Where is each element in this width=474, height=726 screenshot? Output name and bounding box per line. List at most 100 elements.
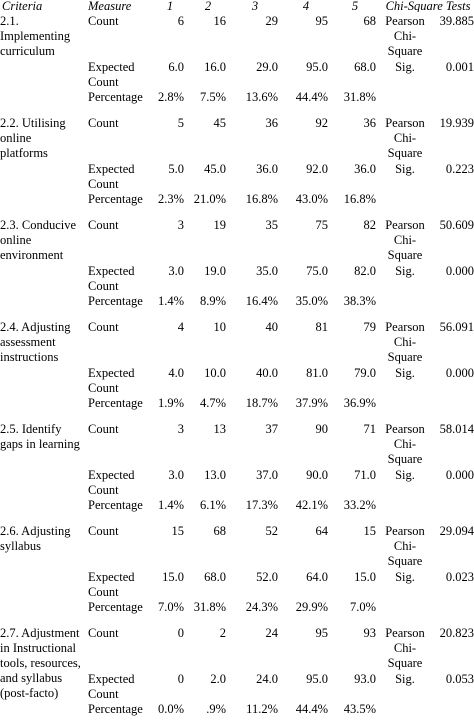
test-value-cell: 0.000	[445, 366, 474, 380]
measure-cell: Count	[88, 116, 119, 130]
table-row: 2.4. Adjusting assessment instructions Co…	[0, 318, 474, 366]
chi-square-header: Chi-Square Tests	[385, 0, 471, 12]
value-cell: 24	[265, 626, 279, 640]
test-value-cell: 58.014	[439, 422, 474, 436]
empty-cell	[432, 702, 474, 726]
value-cell: 29	[265, 14, 279, 28]
empty-cell	[432, 600, 474, 624]
measure-cell: Count	[88, 626, 119, 640]
value-cell: 42.1%	[295, 498, 328, 512]
empty-cell	[380, 600, 432, 624]
measure-cell: Percentage	[88, 294, 143, 308]
test-label-cell: Sig.	[395, 672, 415, 686]
value-cell: 82	[363, 218, 377, 232]
criteria-cell: 2.6. Adjusting syllabus	[0, 524, 71, 553]
measure-cell: Expected Count	[88, 162, 135, 191]
table-row: Percentage 1.4% 8.9% 16.4% 35.0% 38.3%	[0, 294, 474, 318]
table-row: 2.6. Adjusting syllabus Count 15 68 52 64 15 Pe…	[0, 522, 474, 570]
value-cell: 16	[213, 14, 227, 28]
measure-cell: Count	[88, 218, 119, 232]
test-value-cell: 50.609	[439, 218, 474, 232]
value-cell: 1.9%	[157, 396, 184, 410]
value-cell: 7.0%	[349, 600, 376, 614]
test-label-cell: Pearson Chi-Square	[385, 524, 425, 568]
table-row: 2.7. Adjustment in Instructional tools, …	[0, 624, 474, 700]
table-row: Percentage 1.9% 4.7% 18.7% 37.9% 36.9%	[0, 396, 474, 420]
value-cell: 17.3%	[245, 498, 278, 512]
test-value-cell: 0.053	[445, 672, 474, 686]
criteria-cell: 2.2. Utilising online platforms	[0, 116, 66, 160]
test-label-cell: Sig.	[395, 468, 415, 482]
test-value-cell: 39.885	[439, 14, 474, 28]
value-cell: 68	[363, 14, 377, 28]
empty-cell	[432, 396, 474, 420]
value-cell: 4.7%	[199, 396, 226, 410]
measure-cell: Expected Count	[88, 366, 135, 395]
measure-cell: Percentage	[88, 600, 143, 614]
value-cell: 19.0	[204, 264, 226, 278]
value-cell: 10	[213, 320, 227, 334]
value-cell: 21.0%	[193, 192, 226, 206]
test-label-cell: Sig.	[395, 366, 415, 380]
value-cell: 40	[265, 320, 279, 334]
value-cell: 5.0	[168, 162, 184, 176]
measure-cell: Percentage	[88, 90, 143, 104]
test-label-cell: Sig.	[395, 264, 415, 278]
value-cell: 93	[363, 626, 377, 640]
value-cell: 92.0	[306, 162, 328, 176]
value-cell: 24.3%	[245, 600, 278, 614]
value-cell: 4	[177, 320, 184, 334]
test-value-cell: 56.091	[439, 320, 474, 334]
criteria-cell: 2.7. Adjustment in Instructional tools, …	[0, 626, 81, 700]
value-cell: 15.0	[354, 570, 376, 584]
measure-cell: Count	[88, 320, 119, 334]
criteria-cell: 2.4. Adjusting assessment instructions	[0, 320, 71, 364]
empty-cell	[432, 192, 474, 216]
value-cell: 68.0	[354, 60, 376, 74]
value-cell: 95	[315, 626, 329, 640]
value-cell: 64.0	[306, 570, 328, 584]
value-cell: 11.2%	[246, 702, 278, 716]
measure-cell: Expected Count	[88, 570, 135, 599]
value-cell: 36.0	[354, 162, 376, 176]
value-cell: 31.8%	[193, 600, 226, 614]
value-cell: 15	[363, 524, 377, 538]
test-label-cell: Pearson Chi-Square	[385, 320, 425, 364]
measure-cell: Percentage	[88, 192, 143, 206]
value-cell: 24.0	[256, 672, 278, 686]
empty-cell	[380, 396, 432, 420]
table-row: Expected Count 5.0 45.0 36.0 92.0 36.0 Sig. 0.2…	[0, 162, 474, 192]
value-cell: 0	[177, 672, 184, 686]
measure-cell: Count	[88, 14, 119, 28]
value-cell: 43.0%	[295, 192, 328, 206]
value-cell: 1.4%	[157, 498, 184, 512]
value-cell: 2.8%	[157, 90, 184, 104]
value-cell: 52	[265, 524, 279, 538]
measure-cell: Expected Count	[88, 264, 135, 293]
value-cell: 2.0	[210, 672, 226, 686]
criteria-header: Criteria	[2, 0, 43, 12]
value-cell: 36	[265, 116, 279, 130]
empty-cell	[380, 90, 432, 114]
test-label-cell: Sig.	[395, 60, 415, 74]
value-cell: 92	[315, 116, 329, 130]
value-cell: 15	[171, 524, 185, 538]
table-row: 2.2. Utilising online platforms Count 5 45 3…	[0, 114, 474, 162]
measure-cell: Count	[88, 422, 119, 436]
test-value-cell: 29.094	[439, 524, 474, 538]
value-cell: 36.9%	[343, 396, 376, 410]
test-label-cell: Pearson Chi-Square	[385, 116, 425, 160]
value-cell: 13	[213, 422, 227, 436]
level-header: 2	[204, 0, 212, 12]
value-cell: 4.0	[168, 366, 184, 380]
empty-cell	[380, 294, 432, 318]
level-header: 5	[351, 0, 359, 12]
table-row: Expected Count 6.0 16.0 29.0 95.0 68.0 Sig. 0.0…	[0, 60, 474, 90]
value-cell: 10.0	[204, 366, 226, 380]
value-cell: 2.3%	[157, 192, 184, 206]
table-row: 2.5. Identify gaps in learning Count 3 13 37…	[0, 420, 474, 468]
value-cell: 37.9%	[295, 396, 328, 410]
value-cell: 19	[213, 218, 227, 232]
value-cell: 45.0	[204, 162, 226, 176]
